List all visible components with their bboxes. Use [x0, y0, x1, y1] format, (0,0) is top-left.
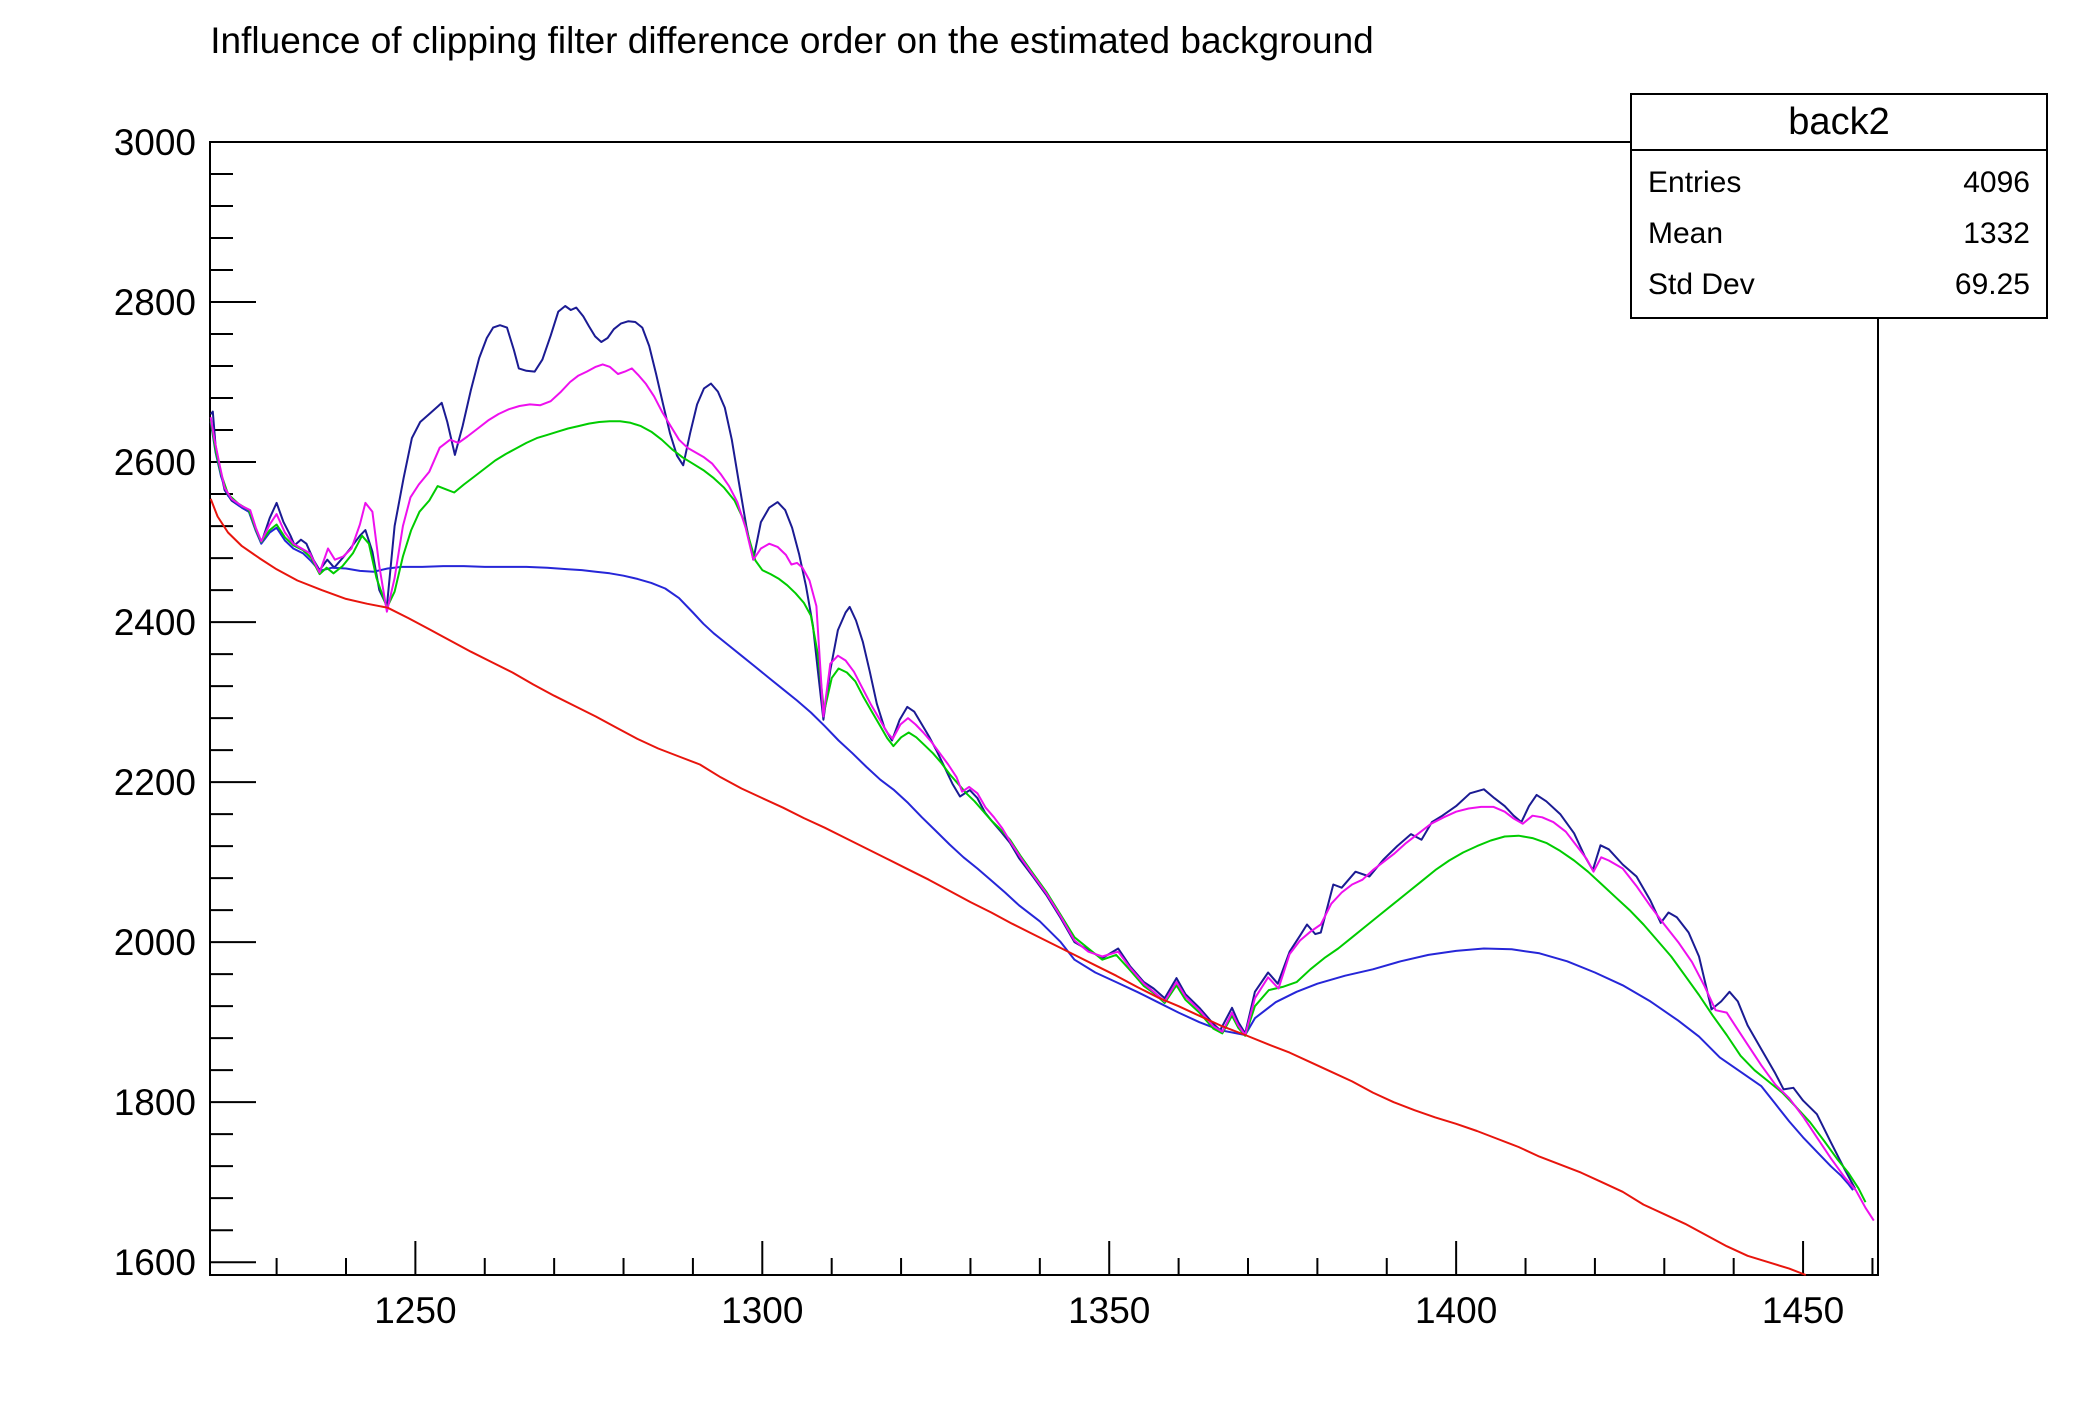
y-tick-label: 2000	[114, 922, 196, 963]
stats-label: Entries	[1648, 165, 1742, 199]
y-tick-label: 2600	[114, 442, 196, 483]
x-tick-label: 1400	[1415, 1290, 1497, 1331]
series-background-order6-green-line	[209, 420, 1867, 1203]
stats-row-mean: Mean 1332	[1632, 217, 2046, 251]
y-tick-label: 2400	[114, 602, 196, 643]
stats-label: Mean	[1648, 216, 1724, 250]
plot-frame	[209, 141, 1879, 1276]
series-background-order4-blue-line	[209, 421, 1854, 1191]
stats-box: back2 Entries 4096 Mean 1332 Std Dev 69.…	[1630, 93, 2048, 319]
y-tick-label: 3000	[114, 122, 196, 163]
chart-title: Influence of clipping filter difference …	[210, 20, 1374, 61]
x-tick-label: 1250	[374, 1290, 456, 1331]
stats-box-title: back2	[1632, 95, 2046, 151]
stats-row-stddev: Std Dev 69.25	[1632, 268, 2046, 302]
x-tick-label: 1450	[1762, 1290, 1844, 1331]
stats-value: 4096	[1963, 165, 2030, 199]
stats-label: Std Dev	[1648, 268, 1755, 302]
y-tick-label: 1600	[114, 1242, 196, 1283]
stats-box-rows: Entries 4096 Mean 1332 Std Dev 69.25	[1632, 151, 2046, 317]
y-tick-label: 2800	[114, 282, 196, 323]
stats-row-entries: Entries 4096	[1632, 166, 2046, 200]
x-tick-label: 1300	[721, 1290, 803, 1331]
series-background-order2-red-line	[209, 498, 1807, 1276]
y-tick-label: 1800	[114, 1082, 196, 1123]
series-background-order8-magenta-line	[209, 363, 1875, 1222]
y-tick-label: 2200	[114, 762, 196, 803]
x-tick-label: 1350	[1068, 1290, 1150, 1331]
stats-value: 69.25	[1954, 268, 2030, 302]
stats-value: 1332	[1963, 216, 2030, 250]
series-spectrum-dark-blue-line	[209, 305, 1856, 1190]
